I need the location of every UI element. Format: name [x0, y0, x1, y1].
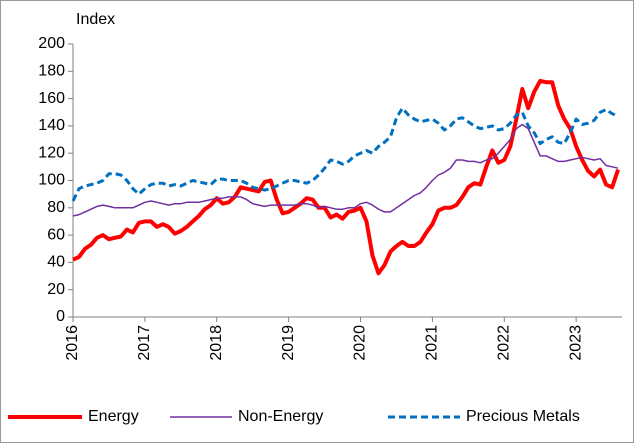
- series-line: [72, 123, 619, 217]
- series-line: [71, 106, 619, 202]
- y-tick-label: 100: [38, 172, 65, 189]
- y-tick-label: 140: [38, 117, 65, 134]
- x-tick-label: 2017: [136, 325, 153, 361]
- y-tick-label: 60: [47, 226, 65, 243]
- x-tick-label: 2022: [495, 325, 512, 361]
- x-tick-label: 2023: [567, 325, 584, 361]
- y-tick-label: 120: [38, 144, 65, 161]
- x-tick-label: 2016: [64, 325, 81, 361]
- y-tick-label: 200: [38, 35, 65, 52]
- legend-label: Non-Energy: [238, 408, 323, 425]
- x-tick-label: 2018: [208, 325, 225, 361]
- series-line: [72, 78, 620, 276]
- legend-label: Precious Metals: [466, 408, 580, 425]
- y-tick-label: 80: [47, 199, 65, 216]
- y-axis-label: Index: [76, 11, 115, 28]
- y-tick-label: 180: [38, 63, 65, 80]
- y-tick-label: 160: [38, 90, 65, 107]
- x-tick-label: 2019: [280, 325, 297, 361]
- x-tick-label: 2021: [424, 325, 441, 361]
- y-tick-label: 20: [47, 281, 65, 298]
- x-tick-label: 2020: [352, 325, 369, 361]
- legend-label: Energy: [88, 408, 139, 425]
- y-tick-label: 0: [56, 308, 65, 325]
- y-tick-label: 40: [47, 254, 65, 271]
